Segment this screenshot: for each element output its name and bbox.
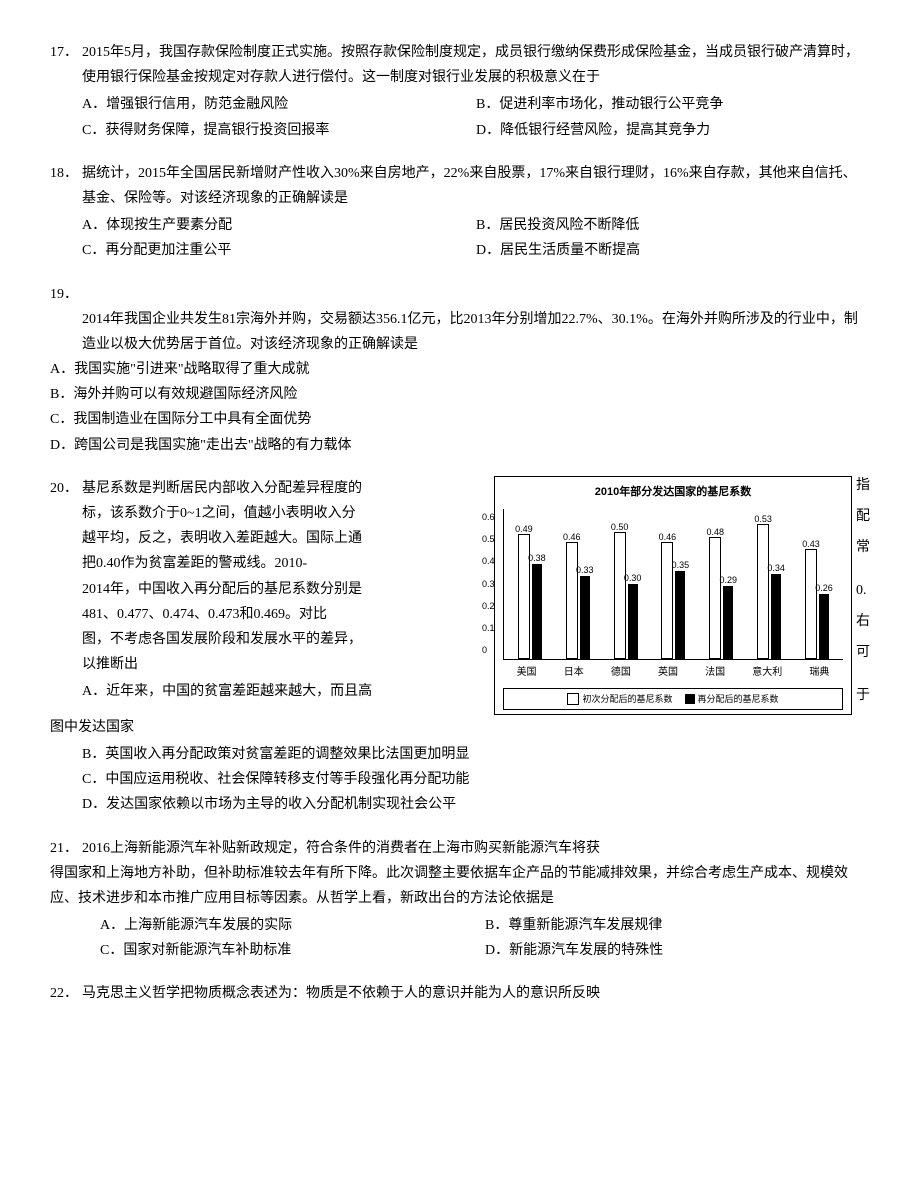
question-number: 21． (50, 836, 78, 861)
question-number: 22． (50, 981, 78, 1006)
option-a: A．增强银行信用，防范金融风险 (82, 92, 476, 117)
option-a: A．上海新能源汽车发展的实际 (100, 913, 485, 938)
chart-title: 2010年部分发达国家的基尼系数 (503, 483, 843, 503)
question-number: 20． (50, 476, 78, 678)
question-number: 18． (50, 161, 78, 211)
option-a: A．我国实施"引进来"战略取得了重大成就 (50, 357, 870, 382)
question-text: 2015年5月，我国存款保险制度正式实施。按照存款保险制度规定，成员银行缴纳保费… (82, 40, 870, 90)
legend-swatch-2 (685, 694, 695, 704)
option-a: A．体现按生产要素分配 (82, 213, 476, 238)
question-text-2: 得国家和上海地方补助，但补助标准较去年有所下降。此次调整主要依据车企产品的节能减… (50, 861, 870, 911)
chart-legend: 初次分配后的基尼系数 再分配后的基尼系数 (503, 688, 843, 710)
option-c: C．我国制造业在国际分工中具有全面优势 (50, 407, 870, 432)
option-d: D．发达国家依赖以市场为主导的收入分配机制实现社会公平 (82, 792, 870, 817)
chart-x-labels: 美国日本德国英国法国意大利瑞典 (503, 664, 843, 682)
option-b: B．尊重新能源汽车发展规律 (485, 913, 870, 938)
option-b: B．促进利率市场化，推动银行公平竞争 (476, 92, 870, 117)
question-19: 19． 2014年我国企业共发生81宗海外并购，交易额达356.1亿元，比201… (50, 282, 870, 458)
option-d: D．降低银行经营风险，提高其竞争力 (476, 118, 870, 143)
option-d: D．跨国公司是我国实施"走出去"战略的有力载体 (50, 433, 870, 458)
question-22: 22． 马克思主义哲学把物质概念表述为：物质是不依赖于人的意识并能为人的意识所反… (50, 981, 870, 1006)
question-text: 马克思主义哲学把物质概念表述为：物质是不依赖于人的意识并能为人的意识所反映 (82, 981, 870, 1006)
chart-y-axis: 0.60.50.40.30.20.10 (482, 509, 495, 659)
question-number: 17． (50, 40, 78, 90)
option-a: A．近年来，中国的贫富差距越来越大，而且高 (82, 679, 484, 704)
question-21: 21． 2016上海新能源汽车补贴新政规定，符合条件的消费者在上海市购买新能源汽… (50, 836, 870, 964)
option-d: D．居民生活质量不断提高 (476, 238, 870, 263)
option-b: B．居民投资风险不断降低 (476, 213, 870, 238)
legend-swatch-1 (567, 693, 579, 705)
option-d: D．新能源汽车发展的特殊性 (485, 938, 870, 963)
question-text: 2014年我国企业共发生81宗海外并购，交易额达356.1亿元，比2013年分别… (82, 307, 870, 357)
question-18: 18． 据统计，2015年全国居民新增财产性收入30%来自房地产，22%来自股票… (50, 161, 870, 264)
option-c: C．再分配更加注重公平 (82, 238, 476, 263)
question-text: 基尼系数是判断居民内部收入分配差异程度的 标，该系数介于0~1之间，值越小表明收… (82, 476, 484, 678)
question-20: 20． 基尼系数是判断居民内部收入分配差异程度的 标，该系数介于0~1之间，值越… (50, 476, 870, 818)
option-c: C．获得财务保障，提高银行投资回报率 (82, 118, 476, 143)
option-c: C．国家对新能源汽车补助标准 (100, 938, 485, 963)
option-c: C．中国应运用税收、社会保障转移支付等手段强化再分配功能 (82, 767, 870, 792)
option-a-tail: 图中发达国家 (50, 715, 870, 740)
question-number: 19． (50, 282, 78, 307)
question-text: 2016上海新能源汽车补贴新政规定，符合条件的消费者在上海市购买新能源汽车将获 (82, 836, 870, 861)
side-fragment: 指 配 常 0. 右 可 于 (852, 476, 870, 706)
gini-chart: 2010年部分发达国家的基尼系数 0.60.50.40.30.20.10 0.4… (494, 476, 852, 715)
option-b: B．英国收入再分配政策对贫富差距的调整效果比法国更加明显 (82, 742, 870, 767)
option-b: B．海外并购可以有效规避国际经济风险 (50, 382, 870, 407)
question-text: 据统计，2015年全国居民新增财产性收入30%来自房地产，22%来自股票，17%… (82, 161, 870, 211)
chart-bars: 0.60.50.40.30.20.10 0.490.380.460.330.50… (503, 509, 843, 660)
question-17: 17． 2015年5月，我国存款保险制度正式实施。按照存款保险制度规定，成员银行… (50, 40, 870, 143)
